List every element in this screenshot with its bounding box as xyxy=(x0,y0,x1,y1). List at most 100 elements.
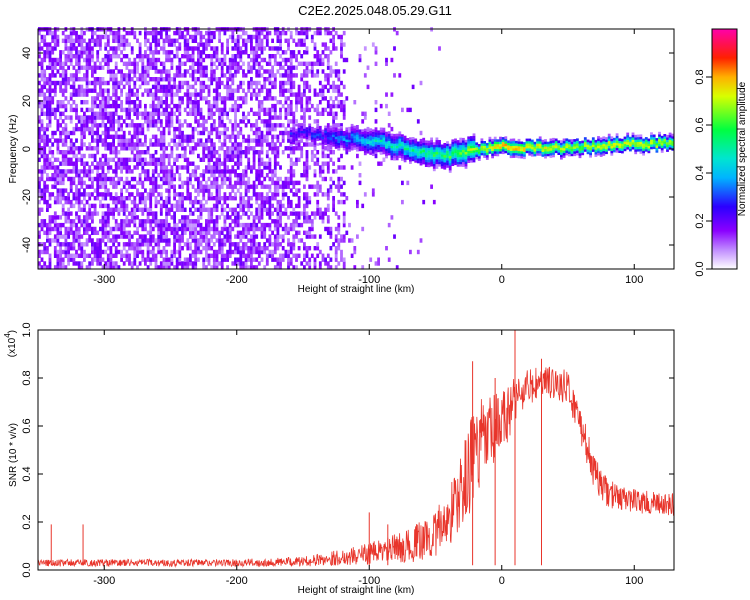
spectrogram-cell xyxy=(443,155,447,158)
spectrogram-cell xyxy=(305,30,309,36)
spectrogram-cell xyxy=(120,161,123,166)
spectrogram-cell xyxy=(310,139,314,142)
spectrogram-cell xyxy=(162,126,166,132)
spectrogram-cell xyxy=(234,219,237,224)
spectrogram-cell xyxy=(292,161,296,166)
spectrogram-cell xyxy=(69,184,73,189)
spectrogram-cell xyxy=(271,249,274,255)
spectrogram-cell xyxy=(157,173,161,178)
spectrogram-cell xyxy=(440,161,444,164)
spectrogram-cell xyxy=(401,134,404,137)
spectrogram-cell xyxy=(228,157,232,162)
spectrogram-cell xyxy=(88,57,92,63)
spectrogram-cell xyxy=(170,50,174,55)
spectrogram-cell xyxy=(276,211,280,216)
spectrogram-cell xyxy=(303,133,306,136)
spectrogram-cell xyxy=(432,156,436,160)
spectrogram-cell xyxy=(361,129,365,132)
spectrogram-cell xyxy=(300,211,304,216)
spectrogram-cell xyxy=(157,38,161,43)
spectrogram-cell xyxy=(167,192,171,197)
spectrogram-cell xyxy=(414,138,418,142)
spectrogram-cell xyxy=(257,130,261,136)
spectrogram-cell xyxy=(411,158,415,162)
spectrogram-cell xyxy=(154,180,158,186)
spectrogram-cell xyxy=(255,46,259,51)
spectrogram-cell xyxy=(189,176,192,182)
spectrogram-cell xyxy=(96,126,100,132)
spectrogram-cell xyxy=(202,69,206,74)
spectrogram-cell xyxy=(231,88,235,93)
spectrogram-cell xyxy=(122,230,126,235)
spectrogram-cell xyxy=(247,54,251,59)
spectrogram-cell xyxy=(88,234,92,239)
spectrogram-cell xyxy=(91,192,94,197)
spectrogram-cell xyxy=(165,261,168,266)
spectrogram-cell xyxy=(353,142,357,146)
spectrogram-cell xyxy=(313,119,317,124)
spectrogram-cell xyxy=(260,249,264,255)
spectrogram-cell xyxy=(329,176,333,182)
spectrogram-cell xyxy=(114,46,118,51)
spectrogram-cell xyxy=(128,253,131,258)
spectrogram-cell xyxy=(178,73,182,78)
spectrogram-cell xyxy=(197,180,200,186)
spectrogram-cell xyxy=(72,88,76,93)
spectrogram-cell xyxy=(242,261,245,266)
spectrogram-cell xyxy=(46,226,49,232)
spectrogram-cell xyxy=(165,57,168,63)
spectrogram-cell xyxy=(40,165,44,170)
spectrogram-cell xyxy=(88,211,92,216)
spectrogram-cell xyxy=(67,50,70,55)
spectrogram-cell xyxy=(326,129,330,133)
spectrogram-cell xyxy=(80,123,84,128)
spectrogram-cell xyxy=(109,69,113,74)
spectrogram-cell xyxy=(310,73,314,78)
spectrogram-cell xyxy=(205,96,208,101)
spectrogram-cell xyxy=(43,100,47,105)
spectrogram-cell xyxy=(43,261,47,266)
spectrogram-cell xyxy=(215,161,219,166)
spectrogram-cell xyxy=(199,226,203,232)
spectrogram-cell xyxy=(236,50,240,55)
spectrogram-cell xyxy=(276,153,280,159)
spectrogram-cell xyxy=(236,146,240,151)
spectrogram-cell xyxy=(197,142,200,147)
spectrogram-cell xyxy=(106,80,110,86)
spectrogram-cell xyxy=(144,169,147,174)
spectrogram-cell xyxy=(250,257,253,262)
spectrogram-cell xyxy=(257,69,261,74)
spectrogram-cell xyxy=(191,138,195,143)
spectrogram-cell xyxy=(324,140,327,143)
spectrogram-cell xyxy=(48,230,52,235)
spectrogram-cell xyxy=(197,257,200,262)
spectrogram-cell xyxy=(409,144,412,148)
spectrogram-cell xyxy=(350,238,354,243)
spectrogram-cell xyxy=(146,176,150,182)
spectrogram-cell xyxy=(120,157,123,162)
spectrogram-cell xyxy=(167,142,171,147)
spectrogram-cell xyxy=(199,115,203,120)
spectrogram-cell xyxy=(356,199,359,205)
spectrogram-cell xyxy=(165,146,168,151)
spectrogram-cell xyxy=(287,180,290,186)
spectrogram-cell xyxy=(77,226,81,232)
spectrogram-cell xyxy=(382,144,386,148)
spectrogram-cell xyxy=(215,176,219,182)
spectrogram-cell xyxy=(289,261,293,266)
spectrogram-cell xyxy=(244,211,248,216)
spectrogram-cell xyxy=(64,150,68,155)
spectrogram-cell xyxy=(212,77,216,82)
spectrogram-cell xyxy=(130,30,134,36)
spectrogram-cell xyxy=(154,38,158,43)
spectrogram-cell xyxy=(318,135,322,139)
spectrogram-cell xyxy=(109,238,113,243)
spectrogram-cell xyxy=(369,128,373,131)
spectrogram-cell xyxy=(393,46,396,51)
spectrogram-cell xyxy=(226,96,229,101)
spectrogram-cell xyxy=(112,69,115,74)
spectrogram-cell xyxy=(53,211,57,216)
spectrogram-cell xyxy=(305,132,309,135)
spectrogram-cell xyxy=(220,242,224,247)
spectrogram-cell xyxy=(189,111,192,116)
